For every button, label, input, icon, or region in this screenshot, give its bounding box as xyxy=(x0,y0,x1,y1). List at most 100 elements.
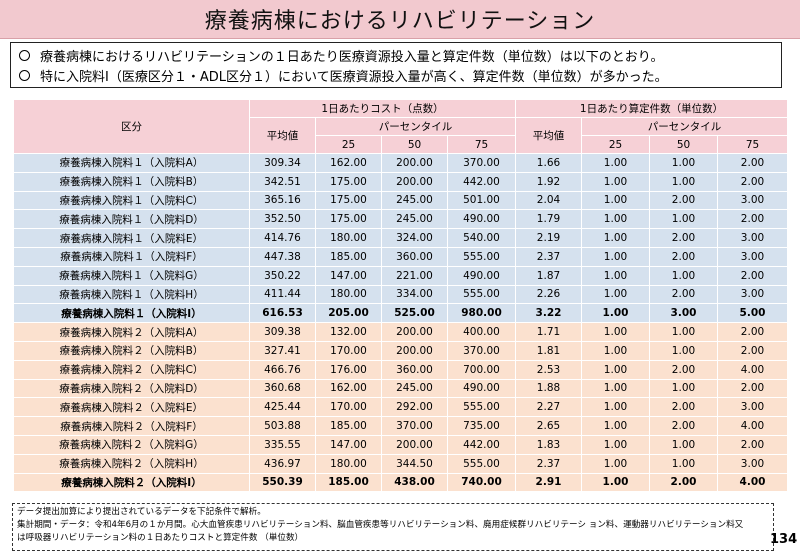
row-label: 療養病棟入院料２（入院料E） xyxy=(13,397,250,418)
table-header: 区分 1日あたりコスト（点数） 1日あたり算定件数（単位数） 平均値 パーセンタ… xyxy=(13,99,788,154)
row-label: 療養病棟入院料２（入院料F） xyxy=(13,416,250,436)
table-cell: 1.00 xyxy=(649,209,718,230)
table-cell: 162.00 xyxy=(315,153,382,173)
table-cell: 1.00 xyxy=(649,340,718,361)
table-cell: 352.50 xyxy=(249,209,316,230)
table-cell: 1.88 xyxy=(515,378,582,399)
table-row: 療養病棟入院料１（入院料B） 342.51 175.00 200.00 442.00 1.… xyxy=(13,171,788,192)
note-line: データ提出加算により提出されているデータを下記条件で解析。 xyxy=(17,507,266,517)
table-cell: 447.38 xyxy=(249,246,316,267)
table-cell: 1.83 xyxy=(515,434,582,455)
table-cell: 324.00 xyxy=(381,228,448,248)
table-cell: 2.26 xyxy=(515,284,582,305)
table-cell: 132.00 xyxy=(315,322,382,342)
table-cell: 360.00 xyxy=(381,246,448,267)
table-row: 療養病棟入院料１（入院料C） 365.16 175.00 245.00 501.00 2.… xyxy=(13,190,788,211)
summary-text: 特に入院料Ⅰ（医療区分１・ADL区分１）において医療資源投入量が高く、算定件数（… xyxy=(40,69,668,85)
row-label: 療養病棟入院料２（入院料D） xyxy=(13,378,250,399)
row-label: 療養病棟入院料２（入院料G） xyxy=(13,434,250,455)
table-cell: 2.00 xyxy=(649,246,718,267)
table-cell: 245.00 xyxy=(381,378,448,399)
row-label: 療養病棟入院料１（入院料H） xyxy=(13,284,250,305)
table-cell: 327.41 xyxy=(249,340,316,361)
table-cell: 4.00 xyxy=(717,359,788,380)
table-cell: 185.00 xyxy=(315,416,382,436)
table-cell: 365.16 xyxy=(249,190,316,211)
table-cell: 1.00 xyxy=(581,453,650,474)
table-cell: 147.00 xyxy=(315,265,382,286)
summary-line: 特に入院料Ⅰ（医療区分１・ADL区分１）において医療資源投入量が高く、算定件数（… xyxy=(17,65,775,85)
table-cell: 335.55 xyxy=(249,434,316,455)
table-cell: 1.00 xyxy=(581,416,650,436)
row-label: 療養病棟入院料１（入院料A） xyxy=(13,153,250,173)
table-cell: 3.22 xyxy=(515,303,582,324)
summary-text: 療養病棟におけるリハビリテーションの１日あたり医療資源投入量と算定件数（単位数）… xyxy=(40,49,664,65)
table-cell: 185.00 xyxy=(315,472,382,493)
table-cell: 1.00 xyxy=(649,153,718,173)
table-cell: 370.00 xyxy=(447,340,516,361)
table-cell: 2.00 xyxy=(717,322,788,342)
table-row: 療養病棟入院料２（入院料D） 360.68 162.00 245.00 490.00 1.… xyxy=(13,378,788,399)
row-label: 療養病棟入院料２（入院料H） xyxy=(13,453,250,474)
table-cell: 2.00 xyxy=(649,416,718,436)
table-cell: 490.00 xyxy=(447,378,516,399)
cost-p75-header: 75 xyxy=(447,135,516,154)
table-cell: 1.00 xyxy=(581,472,650,493)
table-cell: 3.00 xyxy=(649,303,718,324)
circle-bullet-icon xyxy=(19,49,30,61)
table-cell: 501.00 xyxy=(447,190,516,211)
table-cell: 1.00 xyxy=(649,265,718,286)
table-row: 療養病棟入院料１（入院料F） 447.38 185.00 360.00 555.00 2.… xyxy=(13,246,788,267)
summary-line: 療養病棟におけるリハビリテーションの１日あたり医療資源投入量と算定件数（単位数）… xyxy=(17,45,775,65)
table-cell: 1.00 xyxy=(581,209,650,230)
row-label: 療養病棟入院料１（入院料G） xyxy=(13,265,250,286)
notes-box: データ提出加算により提出されているデータを下記条件で解析。 集計期間・データ：令… xyxy=(12,503,774,551)
row-label: 療養病棟入院料１（入院料E） xyxy=(13,228,250,248)
count-p50-header: 50 xyxy=(649,135,718,154)
table-cell: 555.00 xyxy=(447,397,516,418)
table-cell: 1.92 xyxy=(515,171,582,192)
table-cell: 2.04 xyxy=(515,190,582,211)
table-cell: 185.00 xyxy=(315,246,382,267)
table-cell: 1.00 xyxy=(581,434,650,455)
table-cell: 1.00 xyxy=(649,322,718,342)
table-row: 療養病棟入院料１（入院料H） 411.44 180.00 334.00 555.00 2.… xyxy=(13,284,788,305)
table-cell: 1.00 xyxy=(581,397,650,418)
table-cell: 370.00 xyxy=(447,153,516,173)
row-label: 療養病棟入院料１（入院料B） xyxy=(13,171,250,192)
table-cell: 1.00 xyxy=(581,228,650,248)
table-cell: 170.00 xyxy=(315,340,382,361)
table-cell: 2.00 xyxy=(649,359,718,380)
table-cell: 170.00 xyxy=(315,397,382,418)
cost-group-header: 1日あたりコスト（点数） xyxy=(249,99,516,118)
row-label: 療養病棟入院料２（入院料B） xyxy=(13,340,250,361)
cost-percentile-header: パーセンタイル xyxy=(315,117,516,136)
row-label: 療養病棟入院料２（入院料C） xyxy=(13,359,250,380)
table-row: 療養病棟入院料２（入院料G） 335.55 147.00 200.00 442.00 1.… xyxy=(13,434,788,455)
table-row: 療養病棟入院料１（入院料A） 309.34 162.00 200.00 370.00 1.… xyxy=(13,153,788,173)
table-cell: 2.53 xyxy=(515,359,582,380)
table-cell: 414.76 xyxy=(249,228,316,248)
row-label: 療養病棟入院料１（入院料D） xyxy=(13,209,250,230)
table-cell: 4.00 xyxy=(717,472,788,493)
table-cell: 1.00 xyxy=(581,190,650,211)
table-cell: 180.00 xyxy=(315,228,382,248)
table-row: 療養病棟入院料１（入院料I） 616.53 205.00 525.00 980.00 3.… xyxy=(13,303,788,324)
table-cell: 370.00 xyxy=(381,416,448,436)
table-cell: 180.00 xyxy=(315,453,382,474)
table-cell: 205.00 xyxy=(315,303,382,324)
table-cell: 200.00 xyxy=(381,434,448,455)
table-cell: 1.00 xyxy=(581,340,650,361)
table-cell: 1.00 xyxy=(581,171,650,192)
table-row: 療養病棟入院料２（入院料F） 503.88 185.00 370.00 735.00 2.… xyxy=(13,416,788,436)
table-cell: 4.00 xyxy=(717,416,788,436)
table-cell: 2.00 xyxy=(649,190,718,211)
count-p25-header: 25 xyxy=(581,135,650,154)
table-cell: 1.00 xyxy=(649,453,718,474)
table-cell: 490.00 xyxy=(447,265,516,286)
table-cell: 1.00 xyxy=(581,284,650,305)
table-cell: 2.00 xyxy=(717,209,788,230)
table-cell: 175.00 xyxy=(315,171,382,192)
table-cell: 1.00 xyxy=(581,153,650,173)
count-group-header: 1日あたり算定件数（単位数） xyxy=(515,99,788,118)
